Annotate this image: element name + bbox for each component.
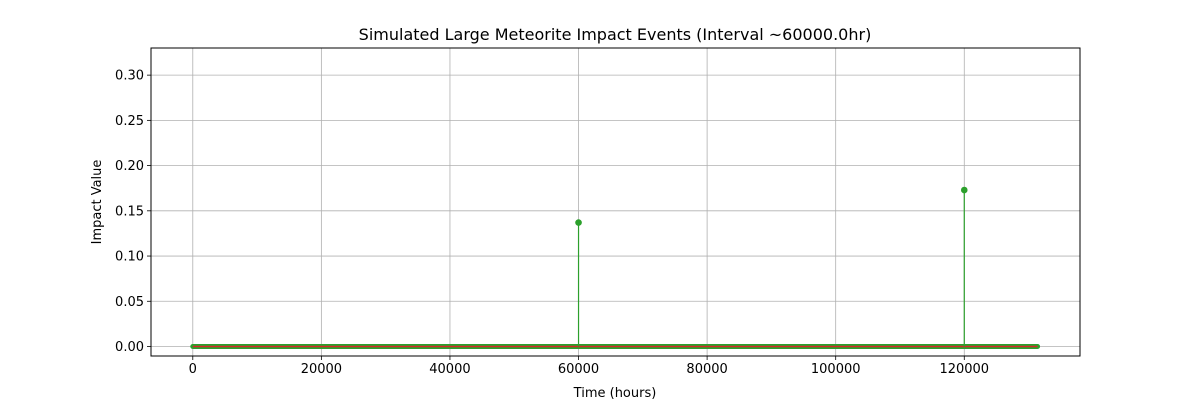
y-tick-label: 0.05 xyxy=(115,295,144,310)
plot-data xyxy=(190,186,1041,350)
x-tick-label: 40000 xyxy=(429,362,470,377)
y-axis-ticks: 0.00 0.05 0.10 0.15 0.20 0.25 0.30 xyxy=(115,69,151,355)
x-tick-label: 120000 xyxy=(939,362,989,377)
chart-title: Simulated Large Meteorite Impact Events … xyxy=(359,25,872,44)
y-axis-label: Impact Value xyxy=(90,160,105,245)
y-tick-label: 0.30 xyxy=(115,69,144,84)
stem-marker xyxy=(960,186,968,194)
stem-marker xyxy=(575,219,582,226)
x-tick-label: 20000 xyxy=(301,362,342,377)
x-axis-ticks: 0 20000 40000 60000 80000 100000 120000 xyxy=(189,356,989,377)
grid-lines xyxy=(151,48,1080,356)
x-tick-label: 0 xyxy=(189,362,197,377)
y-tick-label: 0.25 xyxy=(115,114,144,129)
y-tick-label: 0.15 xyxy=(115,204,144,219)
x-tick-label: 60000 xyxy=(558,362,599,377)
y-tick-label: 0.20 xyxy=(115,159,144,174)
x-axis-label: Time (hours) xyxy=(573,386,657,400)
x-tick-label: 80000 xyxy=(686,362,727,377)
y-tick-label: 0.10 xyxy=(115,250,144,265)
x-tick-label: 100000 xyxy=(811,362,861,377)
plot-area-frame xyxy=(150,47,1081,357)
y-tick-label: 0.00 xyxy=(115,340,144,355)
